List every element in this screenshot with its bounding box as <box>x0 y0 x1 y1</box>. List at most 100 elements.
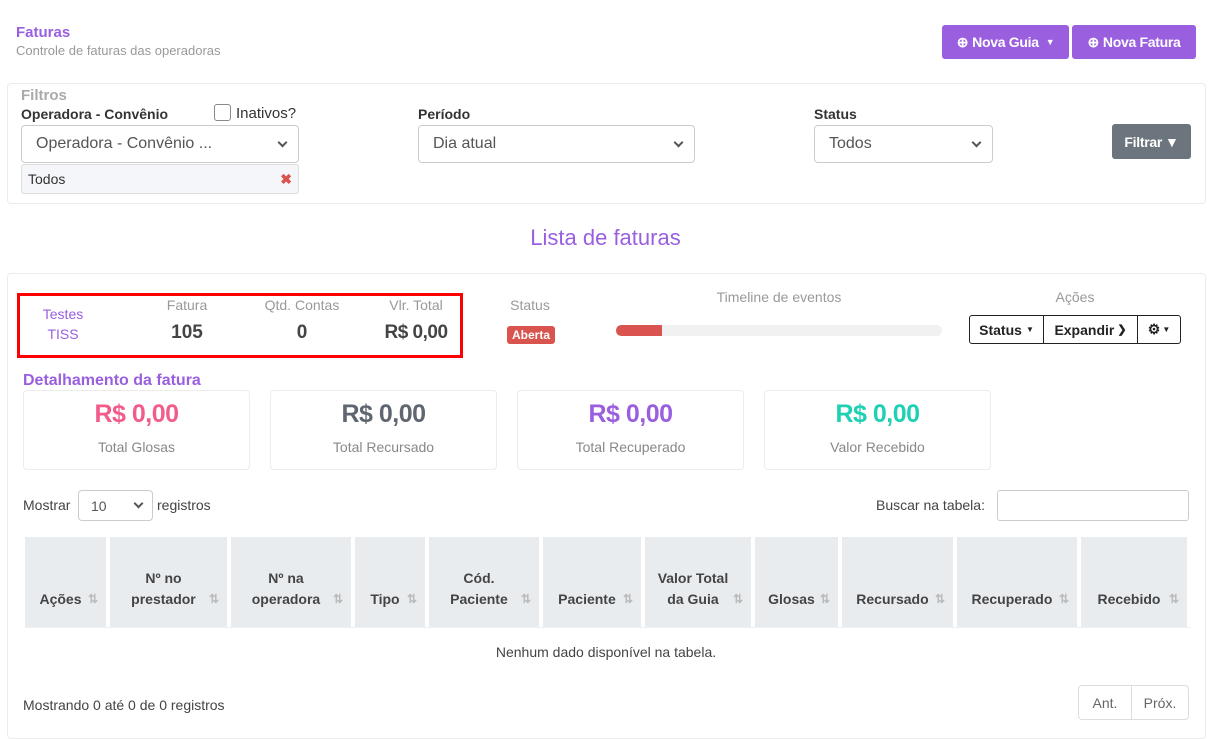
chevron-down-icon <box>971 137 982 147</box>
stat-value: R$ 0,00 <box>588 400 673 428</box>
filters-panel <box>7 83 1206 204</box>
next-page-button[interactable]: Próx. <box>1143 694 1177 711</box>
column-header-label: Cód. Paciente <box>450 570 508 607</box>
inativos-checkbox[interactable] <box>214 104 231 121</box>
page-title: Faturas <box>16 24 71 41</box>
sort-icon: ⇅ <box>732 592 743 606</box>
table-header: Ações ⇅ Nº no prestador ⇅ Nº na operadora ⇅ Ti… <box>25 537 1191 628</box>
detail-title: Detalhamento da fatura <box>23 372 201 389</box>
timeline-label: Timeline de eventos <box>716 289 842 305</box>
sort-icon: ⇅ <box>406 592 417 606</box>
table-info: Mostrando 0 até 0 de 0 registros <box>23 697 225 713</box>
empty-message: Nenhum dado disponível na tabela. <box>495 644 717 660</box>
settings-dropdown-button[interactable]: ⚙ ▼ <box>1138 316 1180 343</box>
fatura-number: 105 <box>171 322 203 343</box>
fatura-label: Fatura <box>166 297 208 313</box>
stat-label: Valor Recebido <box>830 439 925 455</box>
operadora-select[interactable]: Operadora - Convênio ... <box>21 125 299 163</box>
prev-page-button[interactable]: Ant. <box>1079 686 1132 719</box>
gears-icon: ⚙ <box>1147 321 1161 337</box>
operadora-tag: Todos ✖ <box>21 164 299 194</box>
stat-label: Total Recuperado <box>575 439 686 455</box>
column-header-label: Nº na operadora <box>251 570 321 607</box>
filtrar-button[interactable]: Filtrar ▼ <box>1112 124 1191 159</box>
column-header-label: Tipo <box>370 591 400 607</box>
page-subtitle: Controle de faturas das operadoras <box>16 43 221 58</box>
column-header-label: Glosas <box>768 591 815 607</box>
column-header-label: Ações <box>39 591 82 607</box>
stat-card-glosas: R$ 0,00 Total Glosas <box>23 390 250 470</box>
records-label: registros <box>157 497 211 513</box>
column-header[interactable]: Paciente ⇅ <box>543 537 645 627</box>
nova-fatura-button[interactable]: ⊕ Nova Fatura <box>1072 25 1196 59</box>
show-label: Mostrar <box>23 497 71 513</box>
remove-icon[interactable]: ✖ <box>280 170 292 187</box>
filter-icon: ▼ <box>1165 133 1179 150</box>
actions-group: Status ▼ Expandir ❯ ⚙ ▼ <box>969 315 1181 344</box>
column-header-label: Recebido <box>1097 591 1161 607</box>
sort-icon: ⇅ <box>208 592 219 606</box>
stat-label: Total Glosas <box>97 439 176 455</box>
column-header-label: Recursado <box>856 591 929 607</box>
column-header[interactable]: Ações ⇅ <box>25 537 110 627</box>
sort-icon: ⇅ <box>819 592 830 606</box>
status-badge: Aberta <box>507 326 555 344</box>
caret-down-icon: ▼ <box>1162 325 1171 334</box>
sort-icon: ⇅ <box>87 592 98 606</box>
qtd-label: Qtd. Contas <box>264 297 340 313</box>
stat-value: R$ 0,00 <box>94 400 179 428</box>
plus-circle-icon: ⊕ <box>956 33 969 50</box>
page-length-select[interactable]: 10 <box>78 490 153 521</box>
timeline-fill <box>616 325 662 336</box>
chevron-down-icon <box>277 137 288 147</box>
column-header[interactable]: Recebido ⇅ <box>1081 537 1191 627</box>
status-label: Status <box>814 106 857 122</box>
stat-value: R$ 0,00 <box>341 400 426 428</box>
vlr-label: Vlr. Total <box>389 297 443 313</box>
column-header[interactable]: Recuperado ⇅ <box>957 537 1081 627</box>
sort-icon: ⇅ <box>520 592 531 606</box>
column-header[interactable]: Cód. Paciente ⇅ <box>429 537 543 627</box>
column-header[interactable]: Valor Total da Guia ⇅ <box>645 537 755 627</box>
periodo-label: Período <box>418 106 471 122</box>
table-search-input[interactable] <box>997 490 1189 521</box>
highlight-box <box>17 293 463 358</box>
chevron-down-icon <box>133 498 144 509</box>
sort-icon: ⇅ <box>1058 592 1069 606</box>
status-col-label: Status <box>510 297 550 313</box>
qtd-value: 0 <box>296 322 308 343</box>
caret-down-icon: ▼ <box>1045 37 1055 47</box>
search-label: Buscar na tabela: <box>876 497 985 513</box>
chevron-down-icon: ❯ <box>1117 324 1127 336</box>
column-header-label: Paciente <box>558 591 616 607</box>
column-header-label: Nº no prestador <box>131 570 196 607</box>
status-select[interactable]: Todos <box>814 125 993 163</box>
caret-down-icon: ▼ <box>1025 325 1034 334</box>
pagination: Ant. Próx. <box>1078 685 1189 720</box>
column-header[interactable]: Recursado ⇅ <box>842 537 957 627</box>
operadora-name[interactable]: Testes TISS <box>42 306 84 342</box>
column-header[interactable]: Glosas ⇅ <box>755 537 842 627</box>
stat-card-recuperado: R$ 0,00 Total Recuperado <box>517 390 744 470</box>
column-header[interactable]: Nº no prestador ⇅ <box>110 537 231 627</box>
sort-icon: ⇅ <box>1168 592 1179 606</box>
column-header[interactable]: Tipo ⇅ <box>355 537 429 627</box>
stat-label: Total Recursado <box>332 439 435 455</box>
sort-icon: ⇅ <box>622 592 633 606</box>
list-title: Lista de faturas <box>530 225 681 250</box>
status-dropdown-button[interactable]: Status ▼ <box>970 316 1044 343</box>
nova-guia-button[interactable]: ⊕ Nova Guia ▼ <box>942 25 1069 59</box>
operadora-label: Operadora - Convênio <box>21 106 169 122</box>
sort-icon: ⇅ <box>934 592 945 606</box>
vlr-value: R$ 0,00 <box>384 322 448 343</box>
stat-value: R$ 0,00 <box>835 400 920 428</box>
expandir-button[interactable]: Expandir ❯ <box>1044 316 1138 343</box>
periodo-select[interactable]: Dia atual <box>418 125 695 163</box>
timeline-bar <box>616 325 942 336</box>
column-header-label: Valor Total da Guia <box>657 570 729 607</box>
acoes-label: Ações <box>1055 289 1095 305</box>
column-header[interactable]: Nº na operadora ⇅ <box>231 537 355 627</box>
inativos-label: Inativos? <box>236 105 297 122</box>
sort-icon: ⇅ <box>332 592 343 606</box>
stat-card-recursado: R$ 0,00 Total Recursado <box>270 390 497 470</box>
